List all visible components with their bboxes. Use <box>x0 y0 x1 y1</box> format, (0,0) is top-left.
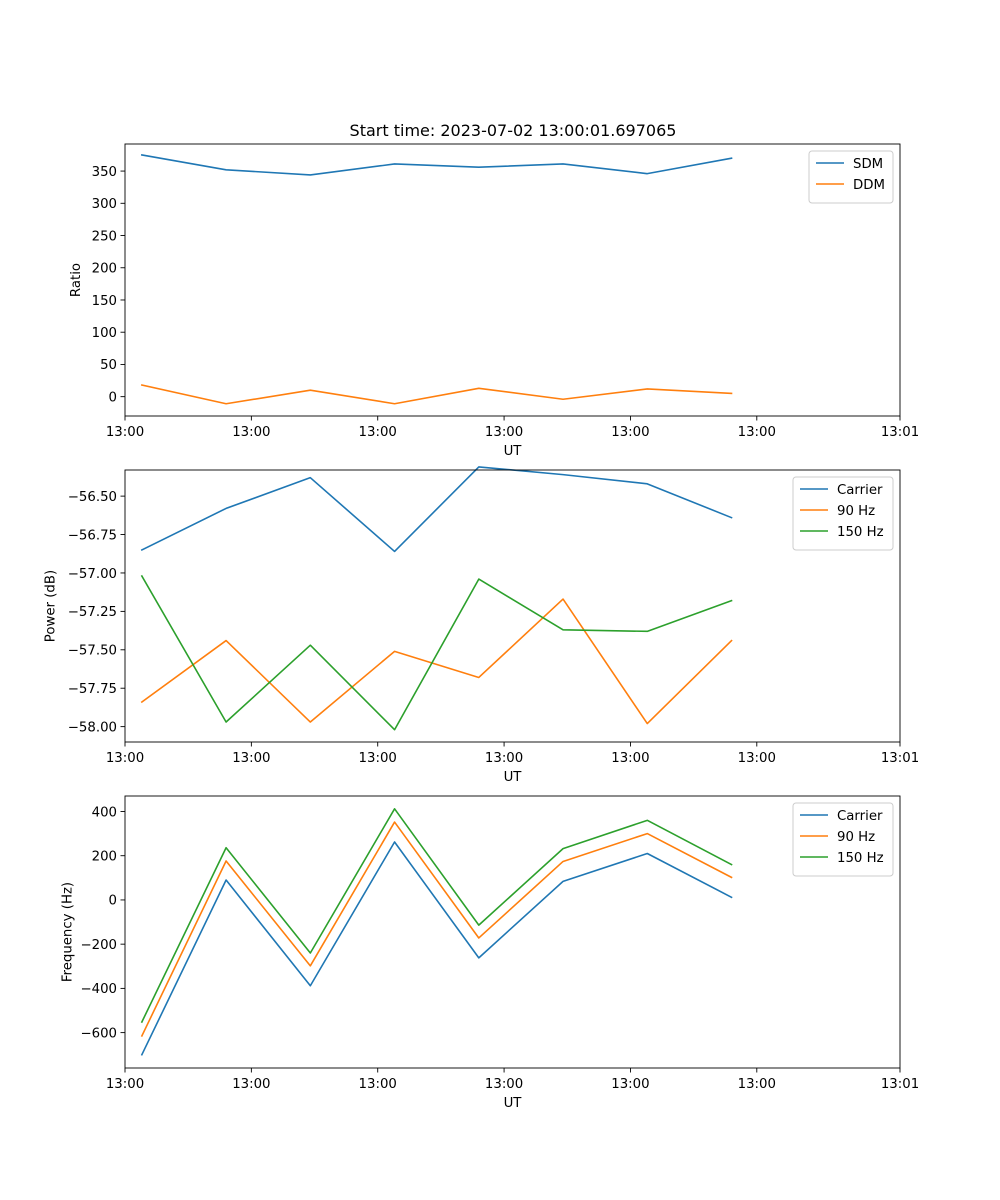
frequency-legend-label: 150 Hz <box>837 851 884 866</box>
power-y-tick-label: −57.75 <box>68 682 117 697</box>
frequency-x-tick-label: 13:00 <box>611 1077 649 1092</box>
power-x-tick-label: 13:01 <box>881 751 919 766</box>
ratio-y-tick-label: 300 <box>92 197 117 212</box>
frequency-x-tick-label: 13:00 <box>738 1077 776 1092</box>
figure-title: Start time: 2023-07-02 13:00:01.697065 <box>350 121 677 140</box>
ratio-y-tick-label: 0 <box>109 390 117 405</box>
ratio-x-tick-label: 13:00 <box>106 425 144 440</box>
frequency-y-axis-label: Frequency (Hz) <box>60 882 75 982</box>
ratio-legend: SDM DDM <box>808 150 894 204</box>
frequency-y-tick-label: −200 <box>80 938 117 953</box>
frequency-axes-frame <box>124 795 901 1069</box>
power-legend-label: 90 Hz <box>837 504 875 519</box>
frequency-x-tick-label: 13:00 <box>232 1077 270 1092</box>
ratio-x-tick-label: 13:01 <box>881 425 919 440</box>
power-x-tick-label: 13:00 <box>485 751 523 766</box>
power-y-axis-label: Power (dB) <box>44 570 59 642</box>
ratio-panel: 13:00 13:00 13:00 13:00 13:00 13:00 13:01 0 50 10… <box>69 143 919 459</box>
ratio-legend-label: SDM <box>853 157 883 172</box>
power-x-axis-label: UT <box>504 770 523 785</box>
power-panel: 13:00 13:00 13:00 13:00 13:00 13:00 13:01 −58.0… <box>44 466 919 785</box>
power-series-90-hz-line <box>140 598 733 725</box>
frequency-y-tick-label: −600 <box>80 1026 117 1041</box>
frequency-series-carrier-line <box>140 841 733 1056</box>
ratio-series-sdm-line <box>140 154 733 176</box>
power-y-tick-label: −57.25 <box>68 605 117 620</box>
ratio-y-tick-label: 50 <box>100 358 117 373</box>
frequency-y-tick-label: 400 <box>92 805 117 820</box>
power-y-tick-label: −56.75 <box>68 528 117 543</box>
ratio-legend-label: DDM <box>853 178 885 193</box>
ratio-x-axis-label: UT <box>504 444 523 459</box>
frequency-legend: Carrier 90 Hz 150 Hz <box>792 802 894 877</box>
frequency-legend-label: Carrier <box>837 809 883 824</box>
frequency-legend-label: 90 Hz <box>837 830 875 845</box>
power-y-tick-label: −58.00 <box>68 720 117 735</box>
frequency-x-tick-label: 13:00 <box>106 1077 144 1092</box>
ratio-y-tick-label: 100 <box>92 326 117 341</box>
ratio-y-axis-label: Ratio <box>69 263 84 297</box>
power-series-150-hz-line <box>140 574 733 731</box>
ratio-x-tick-label: 13:00 <box>359 425 397 440</box>
ratio-axes-frame <box>124 143 901 417</box>
frequency-x-tick-label: 13:00 <box>485 1077 523 1092</box>
ratio-x-tick-label: 13:00 <box>611 425 649 440</box>
ratio-y-tick-label: 250 <box>92 229 117 244</box>
frequency-series-150-hz-line <box>140 808 733 1024</box>
power-y-tick-label: −57.50 <box>68 644 117 659</box>
ratio-x-tick-label: 13:00 <box>485 425 523 440</box>
ratio-series-ddm-line <box>140 384 733 405</box>
ratio-y-tick-label: 150 <box>92 294 117 309</box>
power-y-tick-label: −57.00 <box>68 567 117 582</box>
frequency-x-tick-label: 13:00 <box>359 1077 397 1092</box>
power-series-carrier-line <box>140 466 733 553</box>
frequency-x-tick-label: 13:01 <box>881 1077 919 1092</box>
power-x-tick-label: 13:00 <box>359 751 397 766</box>
power-x-tick-label: 13:00 <box>738 751 776 766</box>
frequency-series-90-hz-line <box>140 821 733 1037</box>
frequency-y-tick-label: 200 <box>92 850 117 865</box>
ratio-x-tick-label: 13:00 <box>232 425 270 440</box>
power-x-tick-label: 13:00 <box>232 751 270 766</box>
power-legend-label: 150 Hz <box>837 525 884 540</box>
frequency-x-axis-label: UT <box>504 1096 523 1111</box>
power-axes-frame <box>124 469 901 743</box>
frequency-y-tick-label: 0 <box>109 894 117 909</box>
power-x-tick-label: 13:00 <box>106 751 144 766</box>
power-legend: Carrier 90 Hz 150 Hz <box>792 476 894 551</box>
ratio-y-tick-label: 200 <box>92 262 117 277</box>
ratio-y-tick-label: 350 <box>92 165 117 180</box>
frequency-panel: 13:00 13:00 13:00 13:00 13:00 13:00 13:01 −600 −… <box>60 795 919 1111</box>
power-y-tick-label: −56.50 <box>68 490 117 505</box>
ratio-legend-box <box>808 150 894 204</box>
power-legend-label: Carrier <box>837 483 883 498</box>
frequency-y-tick-label: −400 <box>80 982 117 997</box>
power-x-tick-label: 13:00 <box>611 751 649 766</box>
ratio-x-tick-label: 13:00 <box>738 425 776 440</box>
